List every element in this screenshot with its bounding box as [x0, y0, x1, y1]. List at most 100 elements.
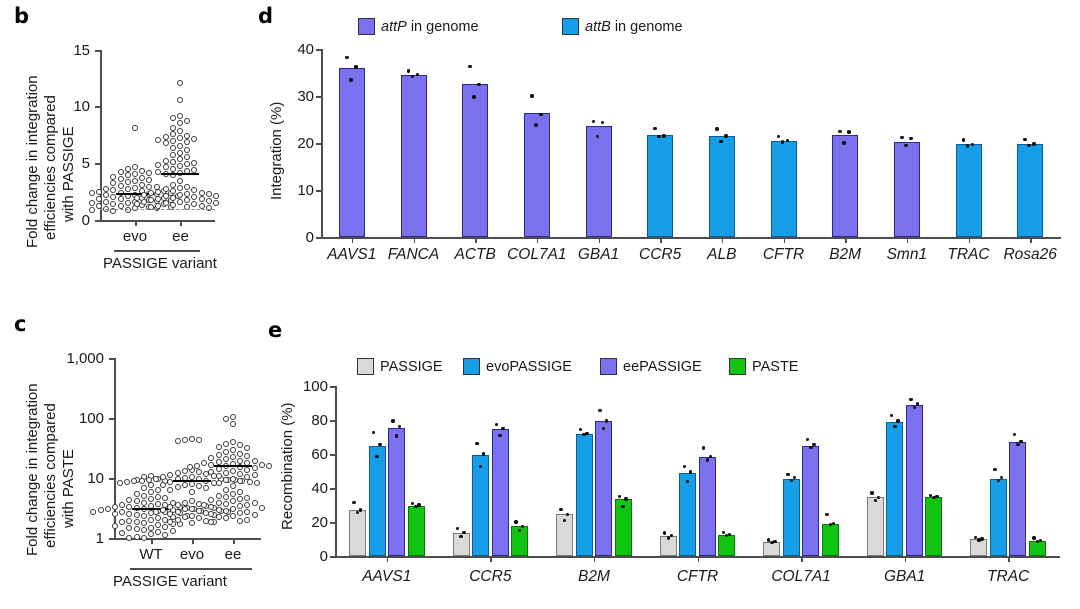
panel-b-plot-area	[88, 50, 219, 221]
scatter-point	[215, 443, 222, 450]
scatter-point	[177, 184, 183, 191]
replicate-point	[397, 425, 402, 429]
scatter-point	[184, 139, 191, 146]
panel-e-legend-paste-label: PASTE	[752, 358, 799, 375]
scatter-point	[155, 529, 162, 536]
replicate-point	[477, 82, 481, 86]
replicate-point	[682, 465, 686, 469]
replicate-point	[598, 408, 602, 413]
panel-d-legend-attp: attP in genome	[358, 18, 479, 35]
scatter-point	[169, 151, 176, 158]
replicate-point	[417, 503, 421, 507]
scatter-point	[196, 507, 203, 514]
scatter-point	[132, 178, 138, 185]
scatter-point	[138, 477, 145, 484]
scatter-point	[162, 199, 169, 206]
scatter-point	[110, 180, 117, 187]
median-line	[214, 464, 252, 467]
replicate-point	[825, 512, 829, 517]
scatter-point	[177, 113, 183, 120]
replicate-point	[1032, 536, 1036, 540]
panel-d-legend-attb: attB in genome	[562, 18, 683, 35]
scatter-point	[246, 479, 253, 486]
scatter-point	[153, 508, 159, 515]
scatter-point	[148, 517, 154, 524]
scatter-point	[189, 505, 195, 512]
scatter-point	[140, 499, 147, 506]
scatter-point	[237, 450, 244, 457]
replicate-point	[789, 478, 793, 483]
panel-d-legend-attb-label: attB in genome	[585, 18, 683, 35]
replicate-point	[468, 64, 472, 69]
replicate-point	[520, 524, 525, 528]
panel-d-category-fanca: FANCA	[387, 246, 440, 263]
scatter-point	[119, 530, 126, 537]
scatter-point	[237, 489, 244, 496]
scatter-point	[167, 510, 174, 517]
panel-c-xlabel: PASSIGE variant	[113, 573, 227, 590]
bar	[698, 457, 716, 556]
scatter-point	[133, 526, 140, 533]
scatter-point	[148, 190, 155, 197]
scatter-point	[205, 204, 212, 211]
replicate-point	[601, 426, 606, 431]
scatter-point	[251, 472, 258, 478]
panel-e-category-col7a1: COL7A1	[771, 568, 831, 585]
scatter-point	[169, 131, 176, 138]
replicate-point	[1027, 143, 1031, 148]
panel-c-ytick-1: 1	[95, 530, 104, 547]
scatter-point	[244, 509, 251, 516]
scatter-point	[237, 503, 244, 510]
scatter-point	[169, 115, 176, 122]
replicate-point	[909, 397, 913, 402]
scatter-point	[184, 117, 191, 124]
scatter-point	[167, 503, 174, 510]
scatter-point	[222, 515, 229, 522]
scatter-point	[110, 207, 117, 214]
scatter-point	[167, 478, 174, 485]
scatter-point	[148, 531, 154, 538]
scatter-point	[215, 465, 222, 472]
scatter-point	[215, 473, 222, 480]
panel-b-ytick-0: 0	[81, 212, 90, 229]
replicate-point	[993, 467, 997, 471]
scatter-point	[103, 199, 110, 206]
scatter-point	[148, 496, 154, 502]
scatter-point	[148, 524, 154, 531]
scatter-point	[146, 170, 153, 177]
scatter-point	[191, 166, 198, 173]
scatter-point	[174, 484, 181, 491]
scatter-point	[184, 197, 191, 204]
scatter-point	[126, 535, 133, 542]
panel-b-ylabel-line3: with PASSIGE	[60, 126, 77, 222]
replicate-point	[965, 144, 970, 148]
scatter-point	[177, 97, 183, 104]
replicate-point	[371, 431, 376, 435]
scatter-point	[169, 188, 176, 195]
panel-c-xtick-wt: WT	[139, 546, 163, 563]
replicate-point	[776, 134, 781, 139]
panel-d-category-col7a1: COL7A1	[507, 246, 567, 263]
scatter-point	[198, 189, 205, 196]
scatter-point	[230, 439, 236, 446]
replicate-point	[780, 140, 785, 144]
scatter-point	[133, 491, 140, 498]
bar	[832, 135, 859, 237]
scatter-point	[201, 502, 208, 509]
bar	[708, 135, 735, 237]
scatter-point	[191, 135, 198, 142]
panel-letter-d: d	[258, 4, 274, 28]
scatter-point	[215, 499, 222, 506]
scatter-point	[174, 438, 181, 445]
scatter-point	[196, 437, 203, 444]
panel-d-category-gba1: GBA1	[577, 246, 620, 263]
scatter-point	[132, 171, 138, 178]
scatter-point	[230, 505, 236, 512]
legend-swatch-passige-icon	[357, 358, 374, 375]
panel-e-legend-evopassige-label: evoPASSIGE	[486, 358, 572, 375]
panel-b-reference-line	[100, 209, 215, 210]
panel-d-legend-attp-label: attP in genome	[381, 18, 479, 35]
panel-e-category-b2m: B2M	[577, 568, 610, 585]
scatter-point	[191, 187, 198, 194]
bar	[770, 140, 797, 237]
